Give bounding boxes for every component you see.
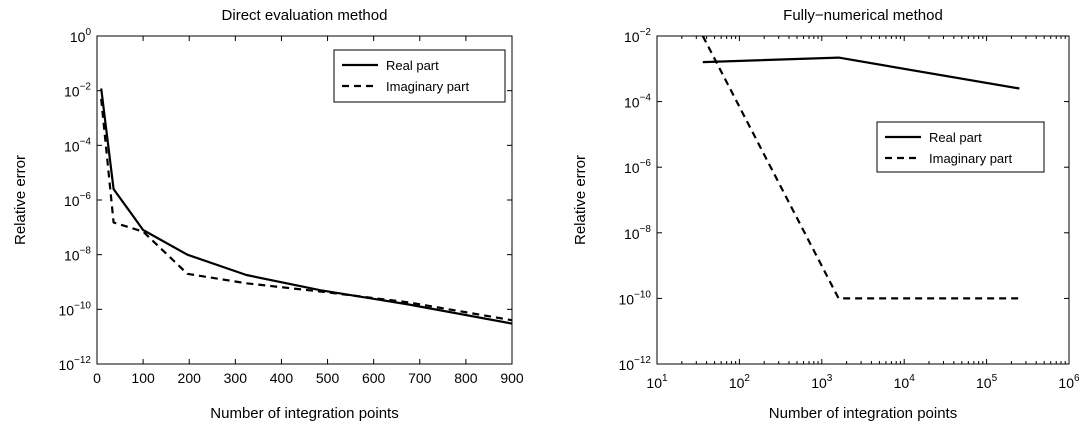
y-axis-label: Relative error <box>572 155 589 245</box>
plot-frame <box>656 35 1070 365</box>
y-tick-label: 10−2 <box>64 82 91 100</box>
y-tick-label: 10−4 <box>624 93 651 111</box>
x-tick-label: 900 <box>500 370 524 386</box>
series-line-imaginary <box>701 36 1020 300</box>
series-line-imaginary <box>100 98 512 322</box>
legend: Real part Imaginary part <box>876 121 1045 173</box>
x-tick-label: 100 <box>131 370 155 386</box>
x-tick-label: 200 <box>178 370 202 386</box>
y-tick-label: 10−4 <box>64 136 91 154</box>
series-line-real <box>100 88 512 325</box>
y-tick-label: 10−10 <box>58 300 91 318</box>
legend: Real part Imaginary part <box>333 49 506 103</box>
x-tick-label: 300 <box>224 370 248 386</box>
x-tick-label: 500 <box>316 370 340 386</box>
x-tick-label: 104 <box>894 373 916 391</box>
y-tick-label: 10−2 <box>624 27 651 45</box>
y-tick-label: 10−10 <box>618 289 651 307</box>
chart-title: Fully−numerical method <box>783 7 943 24</box>
x-tick-label: 106 <box>1058 373 1080 391</box>
legend-label: Real part <box>929 130 982 145</box>
x-axis-label: Number of integration points <box>769 405 957 422</box>
y-tick-label: 10−6 <box>624 158 651 176</box>
x-tick-label: 102 <box>729 373 751 391</box>
x-tick-label: 400 <box>270 370 294 386</box>
chart-2: Fully−numerical method Number of integrat… <box>572 7 1070 422</box>
x-tick-label: 600 <box>362 370 386 386</box>
series-line-real <box>702 56 1020 90</box>
y-tick-label: 10−12 <box>58 355 91 373</box>
legend-label: Imaginary part <box>929 151 1012 166</box>
y-tick-label: 10−12 <box>618 355 651 373</box>
x-tick-label: 101 <box>646 373 668 391</box>
legend-box <box>333 49 506 103</box>
legend-label: Imaginary part <box>386 79 469 94</box>
x-tick-label: 103 <box>811 373 833 391</box>
x-tick-label: 0 <box>93 370 101 386</box>
y-tick-label: 10−8 <box>624 224 651 242</box>
legend-label: Real part <box>386 58 439 73</box>
y-tick-label: 100 <box>70 27 92 45</box>
legend-box <box>876 121 1045 173</box>
x-tick-label: 105 <box>976 373 998 391</box>
chart-1: 0 100 200 300 400 500 600 700 800 900 Direct evalu… <box>12 7 524 422</box>
y-axis-label: Relative error <box>12 155 29 245</box>
y-tick-label: 10−6 <box>64 191 91 209</box>
x-axis-label: Number of integration points <box>210 405 398 422</box>
x-tick-label: 700 <box>408 370 432 386</box>
chart-title: Direct evaluation method <box>222 7 388 24</box>
y-tick-label: 10−8 <box>64 246 91 264</box>
x-tick-label: 800 <box>454 370 478 386</box>
